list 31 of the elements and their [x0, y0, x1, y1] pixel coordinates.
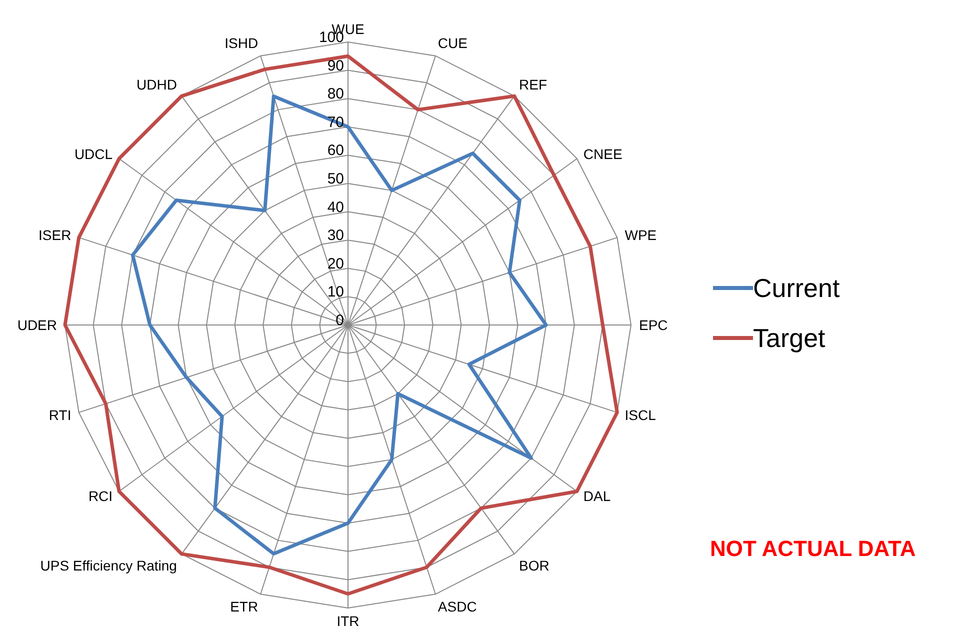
legend-label: Target: [753, 322, 826, 354]
y-tick-label: 50: [327, 170, 344, 188]
y-tick-label: 0: [336, 312, 344, 329]
legend-label: Current: [753, 272, 840, 304]
y-tick-label: 40: [327, 198, 344, 216]
spoke-label: ISHD: [224, 35, 258, 52]
spoke-label: CNEE: [583, 146, 622, 162]
spoke-label: ISCL: [624, 406, 656, 423]
spoke-label: RCI: [88, 488, 113, 504]
spoke-label: REF: [519, 76, 548, 93]
spoke-label: UDHD: [136, 76, 177, 93]
y-tick-label: 90: [327, 57, 344, 74]
spoke-label: EPC: [639, 316, 668, 333]
y-tick-label: 60: [327, 142, 344, 160]
spoke-label: CUE: [438, 35, 468, 52]
spoke-label: UDCL: [74, 146, 113, 162]
y-tick-label: 30: [327, 227, 344, 244]
y-tick-label: 80: [327, 86, 344, 103]
spoke-label: WPE: [624, 227, 657, 244]
y-tick-label: 10: [327, 284, 344, 301]
spoke-label: ASDC: [438, 598, 477, 615]
spoke-label: ITR: [336, 612, 360, 629]
y-tick-label: 20: [327, 255, 344, 272]
spoke-label: RTI: [48, 406, 72, 423]
spoke-label: UDER: [17, 316, 57, 333]
text: NOT ACTUAL DATA: [710, 536, 916, 562]
spoke-label: ISER: [38, 227, 72, 244]
spoke-label: DAL: [583, 488, 611, 504]
spoke-label: BOR: [519, 557, 550, 574]
spoke-label: ETR: [230, 598, 258, 615]
spoke-label: UPS Efficiency Rating: [40, 557, 177, 574]
